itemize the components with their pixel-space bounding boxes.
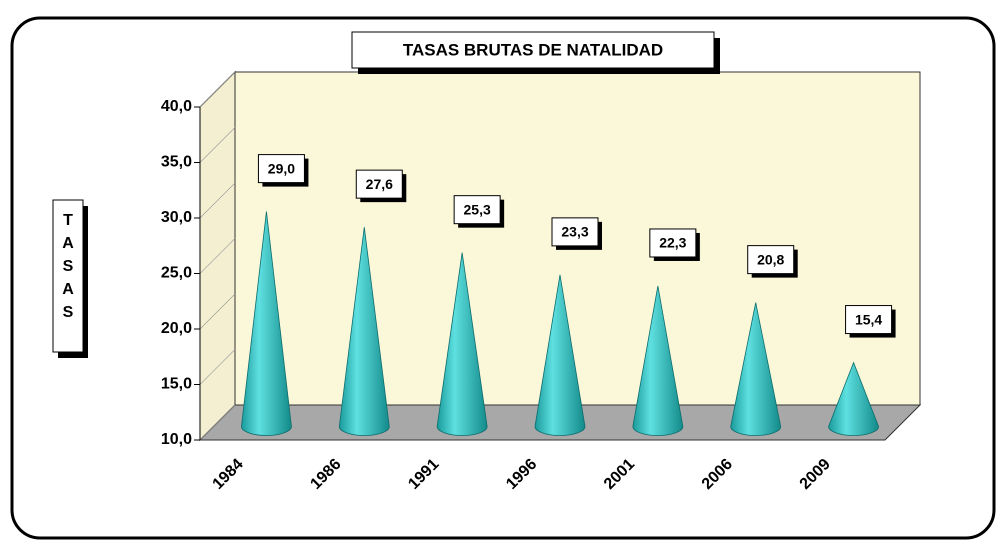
value-label-box — [649, 228, 697, 258]
y-tick-depth — [199, 238, 236, 274]
y-tick-label: 15,0 — [161, 376, 192, 393]
value-label-box — [453, 195, 501, 225]
y-tick-label: 35,0 — [161, 154, 192, 171]
value-label-box — [845, 305, 893, 335]
value-label: 25,3 — [464, 201, 491, 217]
y-axis-label: TASAS — [60, 212, 77, 327]
value-label-box — [355, 169, 403, 199]
value-label: 15,4 — [855, 311, 882, 327]
cone — [828, 361, 879, 436]
value-label-box — [257, 154, 305, 184]
chart-title: TASAS BRUTAS DE NATALIDAD — [403, 40, 663, 59]
value-label: 23,3 — [561, 224, 588, 240]
y-tick-depth — [199, 71, 236, 108]
value-label-box — [551, 217, 599, 247]
y-tick-label: 40,0 — [161, 98, 192, 115]
cone — [436, 252, 488, 436]
y-tick-label: 30,0 — [161, 209, 192, 226]
cone — [730, 302, 782, 436]
y-tick-depth — [199, 127, 236, 163]
y-tick-depth — [199, 293, 236, 330]
value-label: 29,0 — [268, 160, 295, 176]
cone — [534, 274, 586, 436]
y-tick-depth — [199, 349, 236, 385]
y-tick-label: 25,0 — [161, 265, 192, 282]
cone — [241, 211, 292, 436]
y-tick-label: 20,0 — [161, 320, 192, 337]
cone — [338, 227, 390, 436]
value-label: 27,6 — [366, 176, 393, 192]
y-tick-label: 10,0 — [161, 431, 192, 448]
value-label: 22,3 — [659, 235, 686, 251]
value-label: 20,8 — [757, 251, 784, 267]
y-tick-depth — [199, 182, 236, 219]
value-label-box — [747, 245, 795, 275]
y-tick-depth — [199, 404, 236, 441]
y-label-box — [52, 199, 84, 353]
cone — [632, 285, 684, 436]
title-box — [351, 31, 715, 69]
